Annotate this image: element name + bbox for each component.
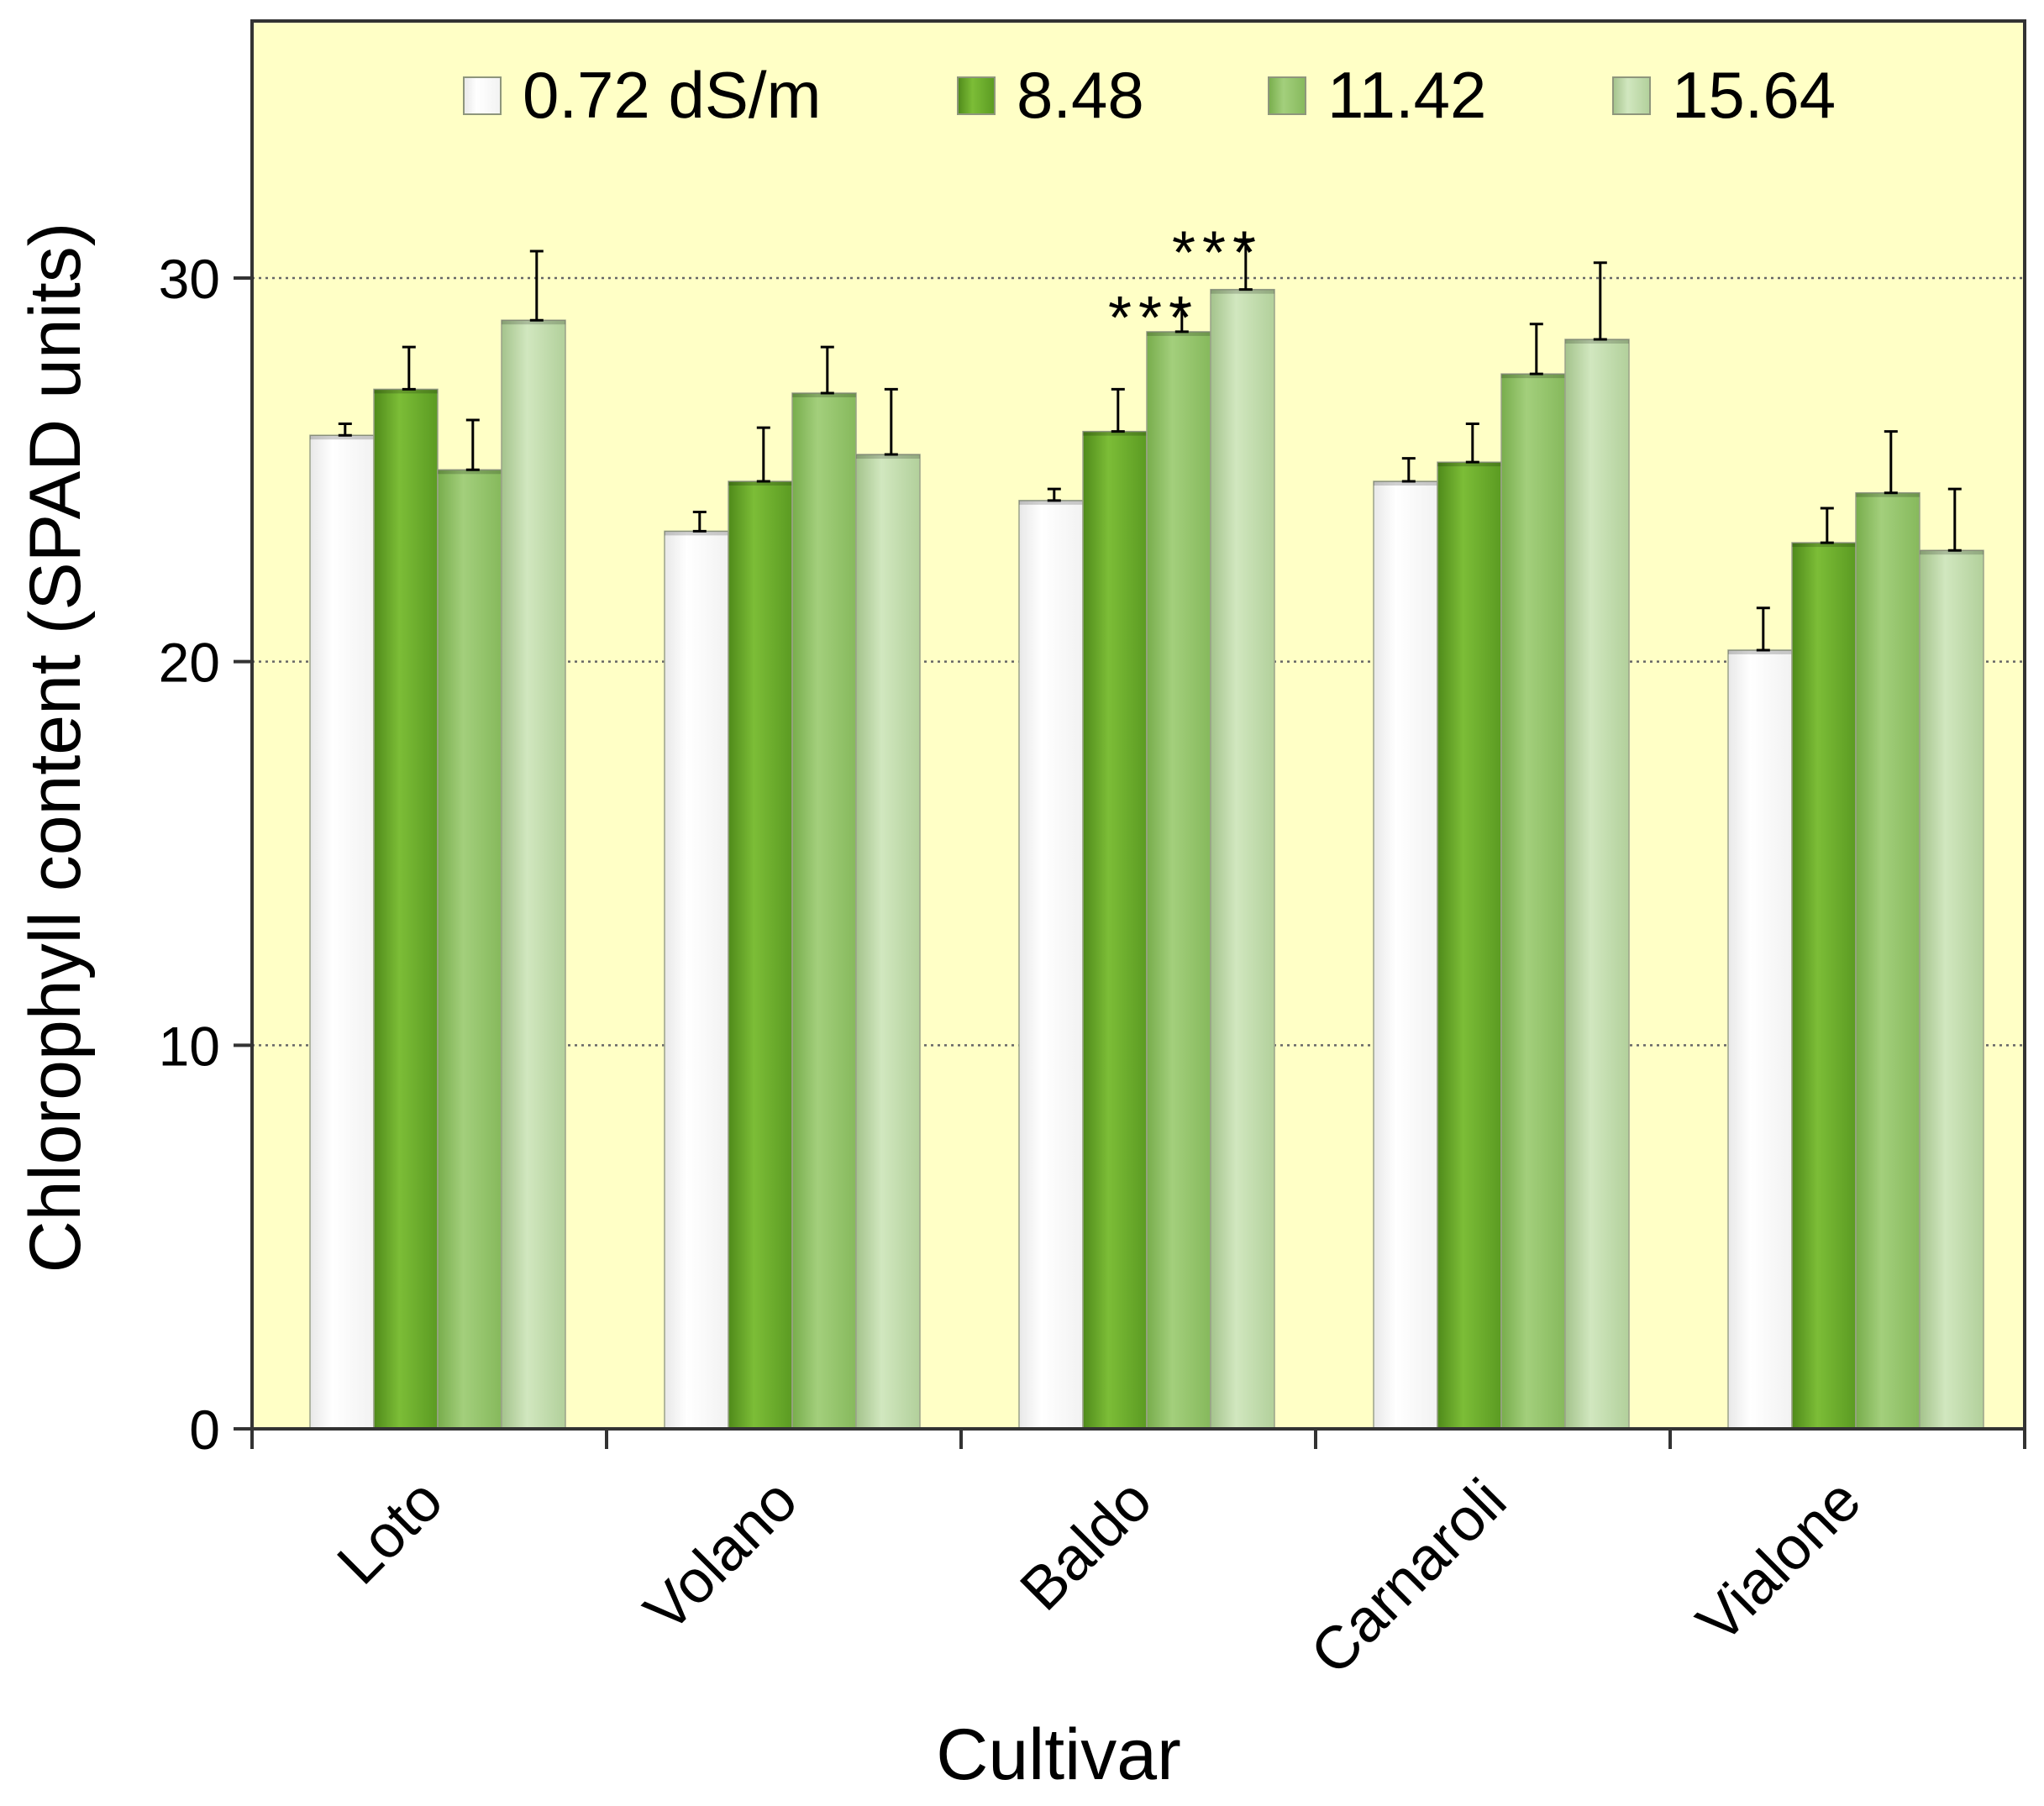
error-bars	[338, 238, 1962, 652]
bar	[1146, 331, 1211, 1430]
y-tick-label: 20	[159, 632, 220, 694]
bar	[728, 480, 793, 1430]
significance-marker: ***	[1108, 285, 1199, 352]
bar	[1373, 480, 1438, 1430]
bar-top-shade	[856, 454, 920, 459]
bar-top-shade	[728, 481, 792, 486]
legend-swatch	[957, 76, 996, 115]
x-tick-label: Baldo	[1008, 1467, 1165, 1624]
axes	[234, 21, 2026, 1449]
x-tick-label: Volano	[632, 1467, 810, 1645]
x-tick-labels: Loto Volano Baldo Carnaroli Vialone	[325, 1467, 1874, 1688]
bar-top-shade	[1437, 462, 1501, 467]
bar-top-shade	[1856, 492, 1920, 497]
bar	[1018, 500, 1084, 1430]
bar	[1791, 542, 1857, 1430]
y-tick-label: 30	[159, 248, 220, 310]
bar-top-shade	[1501, 374, 1565, 379]
bar-top-shade	[1728, 649, 1792, 654]
x-tick-label: Vialone	[1684, 1467, 1873, 1656]
y-tick-label: 0	[189, 1399, 220, 1461]
bar-top-shade	[1565, 339, 1629, 344]
bar-top-shade	[1019, 500, 1083, 505]
bar	[373, 388, 439, 1430]
bar-top-shade	[374, 389, 438, 394]
legend-swatch	[1612, 76, 1651, 115]
bar	[1437, 461, 1502, 1430]
bar-top-shade	[310, 435, 374, 440]
bar	[791, 392, 857, 1430]
bar	[1500, 373, 1566, 1430]
bar-top-shade	[1147, 331, 1211, 336]
bar	[1727, 649, 1793, 1430]
annotations: ******	[1108, 219, 1263, 352]
bars	[309, 288, 1984, 1430]
legend-swatch	[1268, 76, 1306, 115]
bar	[1919, 549, 1984, 1430]
legend-swatch	[463, 76, 502, 115]
legend-label: 0.72 dS/m	[523, 58, 822, 132]
y-tick-label: 10	[159, 1015, 220, 1077]
bar-top-shade	[1792, 543, 1856, 548]
legend: 0.72 dS/m 8.48 11.42 15.64	[463, 58, 1836, 132]
bar	[664, 530, 729, 1430]
bar-top-shade	[438, 470, 502, 475]
bar	[1082, 430, 1148, 1430]
bar-top-shade	[792, 392, 856, 397]
bar	[855, 454, 921, 1430]
bar-top-shade	[1211, 289, 1274, 294]
legend-label: 15.64	[1672, 58, 1836, 132]
bar	[309, 434, 375, 1430]
bar	[1210, 288, 1275, 1430]
bar	[437, 469, 502, 1430]
bar	[1855, 491, 1921, 1430]
x-axis-title: Cultivar	[936, 1714, 1181, 1795]
legend-label: 11.42	[1327, 58, 1486, 132]
x-tick-label: Loto	[325, 1467, 456, 1598]
legend-label: 8.48	[1017, 58, 1144, 132]
bar	[501, 319, 566, 1430]
significance-marker: ***	[1172, 219, 1263, 286]
bar-top-shade	[665, 531, 728, 536]
bar-top-shade	[1374, 481, 1437, 486]
bar	[1564, 339, 1630, 1430]
y-tick-labels: 0 10 20 30	[159, 248, 220, 1461]
bar-top-shade	[1920, 550, 1984, 555]
x-tick-label: Carnaroli	[1298, 1467, 1519, 1688]
bar-top-shade	[1083, 431, 1147, 436]
y-axis-title: Chlorophyll content (SPAD units)	[15, 223, 96, 1273]
bar-top-shade	[502, 320, 565, 325]
